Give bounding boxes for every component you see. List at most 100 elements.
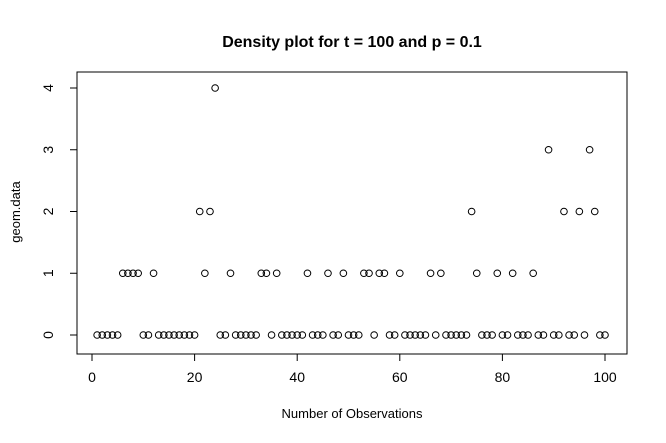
data-point [103,331,112,339]
data-point [154,331,163,339]
data-point [206,207,214,216]
data-point [580,331,589,339]
data-point [596,331,604,339]
data-point [370,331,378,339]
data-point [278,331,286,339]
data-point [560,207,568,216]
x-tick-label: 100 [593,369,617,385]
y-axis-label: geom.data [8,181,23,243]
data-point [190,331,199,339]
data-point [113,331,122,339]
data-point [478,331,486,339]
data-point [175,331,184,339]
data-point [98,331,107,339]
data-point [144,331,153,339]
data-point [493,269,502,278]
y-tick-label: 4 [40,84,56,92]
data-point [334,331,343,339]
data-point [236,331,245,339]
data-point [601,331,609,339]
y-tick-label: 0 [40,331,56,339]
data-point [513,331,522,339]
data-point [524,331,532,339]
data-point [442,331,450,339]
data-point [549,331,558,339]
data-point [498,331,507,339]
data-point [508,269,517,278]
data-point [185,331,194,339]
data-point [416,331,425,339]
data-point [134,269,142,278]
data-point [180,331,189,339]
data-point [385,331,394,339]
data-point [288,331,296,339]
data-point [457,331,466,339]
data-point [160,331,168,339]
data-point [544,145,553,154]
data-point [257,269,266,278]
data-point [329,331,337,339]
data-point [411,331,419,339]
data-point [124,269,132,278]
data-points [93,84,609,339]
data-point [354,331,363,339]
chart-title: Density plot for t = 100 and p = 0.1 [222,34,482,51]
data-point [529,269,537,278]
data-point [195,207,204,216]
data-point [539,331,548,339]
data-point [293,331,302,339]
y-tick-label: 2 [40,207,56,215]
x-tick-label: 20 [187,369,203,385]
data-point [298,331,307,339]
data-point [534,331,543,339]
data-point [216,331,225,339]
data-point [396,269,404,278]
plot-frame [76,71,628,355]
data-point [252,331,260,339]
data-point [380,269,389,278]
y-axis: 0 1 2 3 4 [40,84,78,339]
data-point [590,207,599,216]
data-point [585,145,594,154]
data-point [431,331,440,339]
data-point [426,269,435,278]
data-point [170,331,178,339]
data-point [308,331,317,339]
data-point [467,207,476,216]
data-point [211,84,219,92]
data-point [555,331,563,339]
data-point [221,331,230,339]
data-point [201,269,209,278]
data-point [483,331,491,339]
data-point [319,331,327,339]
data-point [390,331,399,339]
data-point [519,331,527,339]
data-point [349,331,358,339]
data-point [313,331,322,339]
data-point [406,331,414,339]
data-point [247,331,255,339]
data-point [272,269,281,278]
data-point [565,331,573,339]
data-point [93,331,101,339]
data-point [262,269,271,278]
data-point [118,269,127,278]
data-point [452,331,461,339]
data-point [375,269,384,278]
data-point [339,269,348,278]
data-point [401,331,409,339]
data-point [149,269,158,278]
data-point [447,331,455,339]
data-point [365,269,373,278]
data-point [242,331,250,339]
data-point [570,331,579,339]
x-tick-label: 40 [289,369,305,385]
x-axis: 0 20 40 60 80 100 [88,353,617,385]
data-point [303,269,312,278]
data-point [575,207,584,216]
y-tick-label: 3 [40,146,56,154]
data-point [108,331,117,339]
data-point [324,269,332,278]
data-point [129,269,137,278]
